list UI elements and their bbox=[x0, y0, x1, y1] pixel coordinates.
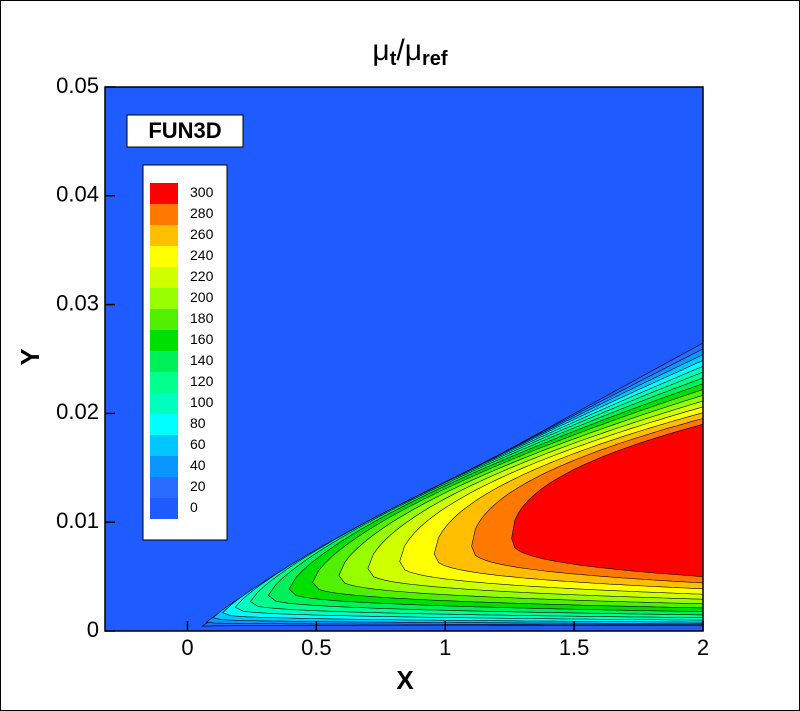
legend-label: 300 bbox=[190, 184, 214, 200]
legend-swatch bbox=[150, 183, 178, 204]
legend-label: 240 bbox=[190, 247, 214, 263]
y-axis-label: Y bbox=[15, 348, 45, 365]
legend-label: 100 bbox=[190, 394, 214, 410]
y-tick-label: 0 bbox=[87, 617, 99, 642]
legend-label: 80 bbox=[190, 415, 206, 431]
legend-swatch bbox=[150, 435, 178, 456]
y-tick-label: 0.02 bbox=[56, 399, 99, 424]
legend-swatch bbox=[150, 225, 178, 246]
legend-label: 220 bbox=[190, 268, 214, 284]
legend-swatch bbox=[150, 330, 178, 351]
y-tick-label: 0.05 bbox=[56, 73, 99, 98]
x-tick-label: 0 bbox=[181, 635, 193, 660]
x-tick-label: 1.5 bbox=[559, 635, 590, 660]
legend-label: 120 bbox=[190, 373, 214, 389]
legend-swatch bbox=[150, 267, 178, 288]
annotation: FUN3D bbox=[148, 118, 221, 143]
legend-label: 260 bbox=[190, 226, 214, 242]
x-tick-label: 0.5 bbox=[301, 635, 332, 660]
legend-label: 140 bbox=[190, 352, 214, 368]
legend-label: 160 bbox=[190, 331, 214, 347]
title-part: /μ bbox=[396, 34, 422, 67]
legend-swatch bbox=[150, 288, 178, 309]
legend-swatch bbox=[150, 246, 178, 267]
legend-swatch bbox=[150, 204, 178, 225]
annotation-box bbox=[126, 114, 244, 148]
legend-label: 200 bbox=[190, 289, 214, 305]
y-tick-label: 0.01 bbox=[56, 508, 99, 533]
y-tick-label: 0.04 bbox=[56, 182, 99, 207]
y-tick-label: 0.03 bbox=[56, 290, 99, 315]
x-axis-label: X bbox=[396, 665, 414, 695]
legend-swatch bbox=[150, 351, 178, 372]
legend-swatch bbox=[150, 456, 178, 477]
title-part: μ bbox=[372, 34, 389, 67]
plot-frame bbox=[104, 86, 704, 632]
x-tick-label: 2 bbox=[697, 635, 709, 660]
title-part: ref bbox=[422, 48, 448, 70]
title-part: t bbox=[390, 48, 397, 70]
legend-label: 20 bbox=[190, 478, 206, 494]
contour-band bbox=[511, 423, 703, 577]
chart-title: μt/μref bbox=[372, 34, 448, 70]
legend-swatch bbox=[150, 309, 178, 330]
legend-swatch bbox=[150, 372, 178, 393]
legend-label: 0 bbox=[190, 499, 198, 515]
legend-label: 60 bbox=[190, 436, 206, 452]
legend-swatch bbox=[150, 414, 178, 435]
x-tick-label: 1 bbox=[439, 635, 451, 660]
legend-swatch bbox=[150, 393, 178, 414]
legend-label: 40 bbox=[190, 457, 206, 473]
legend-label: 280 bbox=[190, 205, 214, 221]
legend-label: 180 bbox=[190, 310, 214, 326]
legend-swatch bbox=[150, 477, 178, 498]
legend-swatch bbox=[150, 498, 178, 519]
